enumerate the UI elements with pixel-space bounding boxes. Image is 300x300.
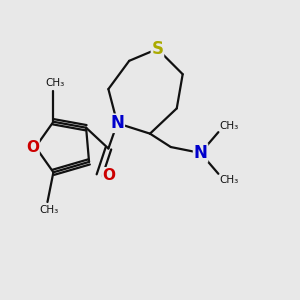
Text: CH₃: CH₃: [220, 175, 239, 185]
Text: O: O: [102, 168, 115, 183]
Text: CH₃: CH₃: [39, 205, 58, 215]
Text: N: N: [194, 144, 208, 162]
Text: CH₃: CH₃: [45, 78, 64, 88]
Text: N: N: [110, 114, 124, 132]
Text: O: O: [26, 140, 39, 154]
Text: S: S: [152, 40, 164, 58]
Text: CH₃: CH₃: [220, 121, 239, 131]
